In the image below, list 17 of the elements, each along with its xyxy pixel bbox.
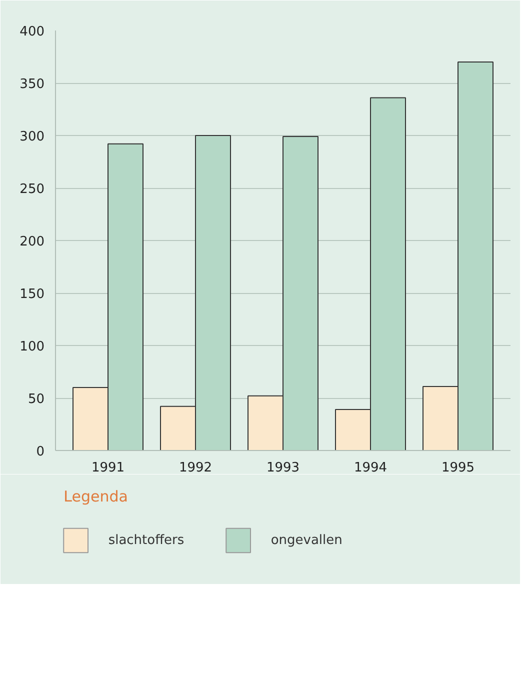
y-tick-label: 0 xyxy=(36,444,45,460)
x-tick-label: 1993 xyxy=(266,460,300,476)
y-tick-label: 100 xyxy=(20,340,45,354)
y-tick-label: 400 xyxy=(20,24,45,40)
y-tick-label: 200 xyxy=(20,234,45,250)
x-tick-label: 1994 xyxy=(354,460,388,476)
x-tick-label: 1992 xyxy=(178,460,212,476)
x-tick-label: 1995 xyxy=(441,460,475,476)
y-tick-label: 300 xyxy=(20,130,45,144)
y-tick-label: 150 xyxy=(20,287,45,302)
legend-label: slachtoffers xyxy=(108,533,184,548)
y-tick-label: 50 xyxy=(28,392,45,407)
x-tick-label: 1991 xyxy=(91,460,125,476)
y-tick-label: 350 xyxy=(20,77,45,92)
y-tick-label: 250 xyxy=(20,182,45,197)
legend-label: ongevallen xyxy=(270,533,342,548)
legend-title: Legenda xyxy=(64,488,128,506)
